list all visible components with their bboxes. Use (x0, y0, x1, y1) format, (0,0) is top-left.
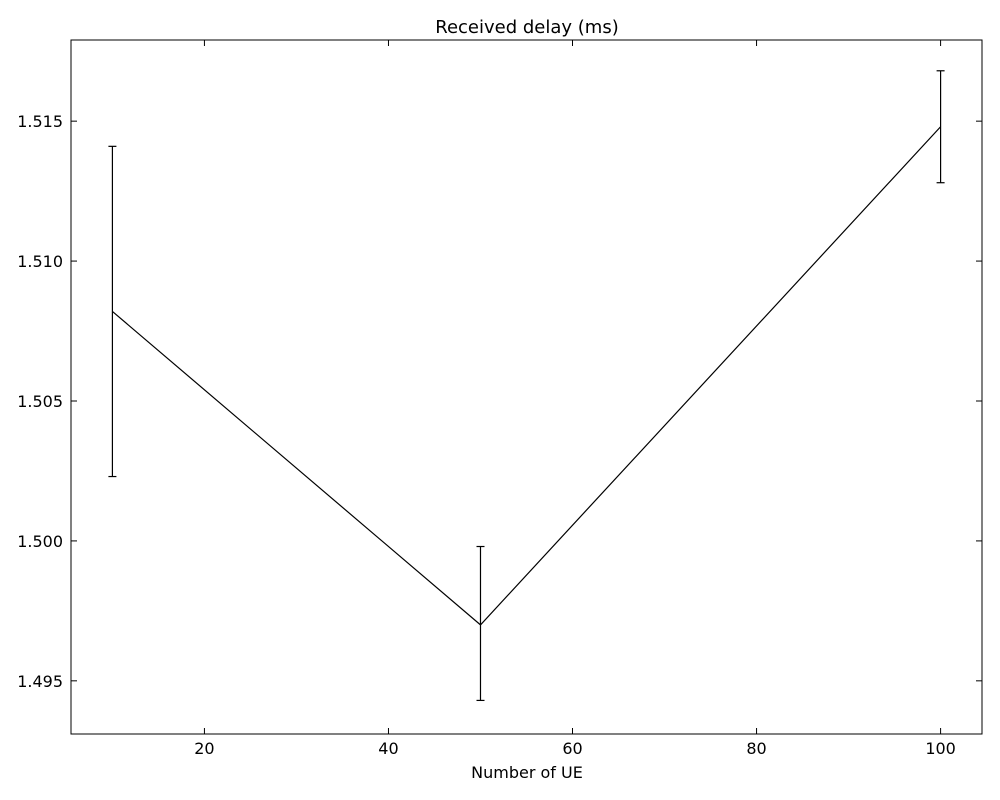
chart-title: Received delay (ms) (435, 17, 618, 38)
y-tick-label: 1.510 (17, 252, 63, 271)
data-point (111, 310, 113, 312)
y-tick-label: 1.505 (17, 392, 63, 411)
x-tick-label: 100 (925, 739, 956, 758)
data-marks (108, 70, 945, 702)
x-axis-label: Number of UE (471, 763, 583, 782)
plot-area (70, 39, 983, 735)
x-tick-label: 40 (378, 739, 398, 758)
y-tick-label: 1.500 (17, 532, 63, 551)
series-line (112, 126, 942, 626)
x-tick-label: 20 (194, 739, 214, 758)
y-tick-labels: 1.495 1.500 1.505 1.510 1.515 (17, 112, 63, 691)
x-tick-label: 80 (746, 739, 766, 758)
x-tick-label: 60 (562, 739, 582, 758)
x-tick-labels: 20 40 60 80 100 (194, 739, 956, 758)
data-point (479, 624, 481, 626)
axis-ticks (71, 40, 982, 734)
y-tick-label: 1.495 (17, 672, 63, 691)
data-point (940, 126, 942, 128)
y-tick-label: 1.515 (17, 112, 63, 131)
